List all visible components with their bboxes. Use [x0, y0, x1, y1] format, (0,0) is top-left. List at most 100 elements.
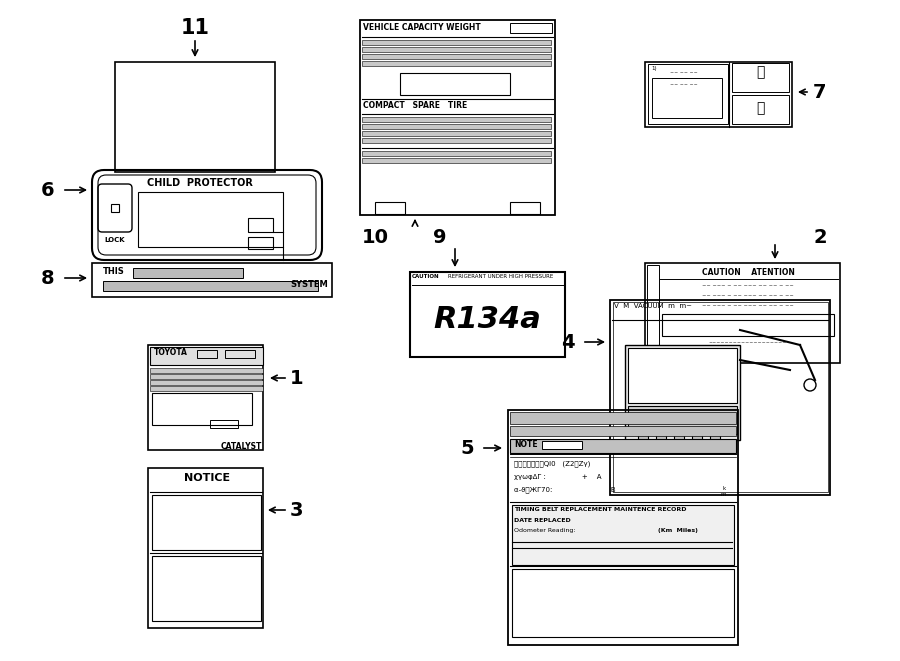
Text: LOCK: LOCK: [104, 237, 125, 243]
Text: 7: 7: [814, 83, 827, 102]
Text: NOTE: NOTE: [514, 440, 537, 449]
Text: 6: 6: [41, 180, 55, 200]
Text: 1): 1): [651, 66, 657, 71]
Bar: [362, 61, 551, 66]
Bar: [510, 23, 552, 33]
Text: 5: 5: [460, 438, 473, 457]
Bar: [510, 426, 736, 436]
Text: NOTICE: NOTICE: [184, 473, 230, 483]
Text: V  M  VACUUM  m  m~: V M VACUUM m m~: [614, 303, 692, 309]
Bar: [197, 350, 217, 358]
Text: 10: 10: [362, 228, 389, 247]
Bar: [625, 345, 740, 440]
Text: 🪑: 🪑: [756, 101, 764, 115]
Text: α-ϑ・ЖΓ70:                          B: α-ϑ・ЖΓ70: B: [514, 486, 616, 492]
Bar: [375, 202, 405, 214]
Text: ~~ ~~~ ~ ~~ ~~~ ~~ ~~ ~ ~~: ~~ ~~~ ~ ~~ ~~~ ~~ ~~ ~ ~~: [702, 293, 794, 298]
Bar: [362, 47, 551, 52]
Text: TOYOTA: TOYOTA: [154, 348, 188, 357]
Bar: [362, 54, 551, 59]
Bar: [710, 432, 720, 447]
Bar: [645, 62, 792, 127]
Bar: [152, 495, 261, 550]
Bar: [150, 380, 263, 385]
Bar: [362, 138, 551, 143]
Bar: [610, 300, 830, 495]
Bar: [248, 237, 273, 249]
Bar: [362, 124, 551, 129]
Text: m: m: [721, 492, 726, 497]
Bar: [138, 192, 283, 247]
Text: 2: 2: [814, 228, 827, 247]
Text: Odometer Reading:: Odometer Reading:: [514, 528, 575, 533]
Text: (Km  Miles): (Km Miles): [658, 528, 698, 533]
Bar: [362, 151, 551, 156]
Text: REFRIGERANT UNDER HIGH PRESSURE: REFRIGERANT UNDER HIGH PRESSURE: [448, 274, 554, 279]
Bar: [362, 40, 551, 45]
Bar: [225, 350, 255, 358]
Bar: [510, 439, 736, 453]
Bar: [628, 406, 737, 434]
Text: ~~ ~~ ~~: ~~ ~~ ~~: [670, 76, 698, 81]
Bar: [152, 393, 252, 425]
Text: SYSTEM: SYSTEM: [290, 280, 328, 289]
Text: THIS: THIS: [103, 267, 125, 276]
Text: k: k: [723, 486, 726, 491]
Bar: [510, 202, 540, 214]
Bar: [362, 131, 551, 136]
Bar: [410, 272, 565, 357]
Text: ~~ ~~~ ~ ~~ ~~~ ~~ ~~ ~ ~~: ~~ ~~~ ~ ~~ ~~~ ~~ ~~ ~ ~~: [702, 303, 794, 308]
Bar: [645, 263, 840, 363]
Bar: [148, 468, 263, 628]
Text: ~~ ~~ ~~: ~~ ~~ ~~: [670, 70, 698, 75]
Bar: [103, 281, 318, 291]
Bar: [510, 412, 736, 424]
Bar: [115, 62, 275, 172]
Bar: [628, 348, 737, 403]
Text: ~~ ~~ ~~: ~~ ~~ ~~: [670, 82, 698, 87]
Bar: [152, 556, 261, 621]
Text: COMPACT   SPARE   TIRE: COMPACT SPARE TIRE: [363, 101, 467, 110]
Bar: [133, 268, 243, 278]
Bar: [652, 78, 722, 118]
Text: 9: 9: [433, 228, 446, 247]
Text: CHILD  PROTECTOR: CHILD PROTECTOR: [147, 178, 253, 188]
Text: TIMING BELT REPLACEMENT MAINTENCE RECORD: TIMING BELT REPLACEMENT MAINTENCE RECORD: [514, 507, 687, 512]
Bar: [732, 95, 789, 124]
Bar: [362, 117, 551, 122]
Bar: [512, 505, 734, 565]
Bar: [400, 73, 510, 95]
Bar: [210, 420, 238, 428]
Text: R134a: R134a: [433, 305, 541, 334]
Text: VEHICLE CAPACITY WEIGHT: VEHICLE CAPACITY WEIGHT: [363, 23, 481, 32]
Text: タイミングベルQl0   (Z2・Zγ): タイミングベルQl0 (Z2・Zγ): [514, 460, 590, 467]
Bar: [674, 432, 684, 447]
Text: 3: 3: [290, 500, 303, 520]
Text: CAUTION    ATENTION: CAUTION ATENTION: [702, 268, 795, 277]
Bar: [542, 441, 582, 449]
Bar: [647, 265, 659, 361]
Bar: [362, 158, 551, 163]
Bar: [613, 302, 828, 492]
Text: 11: 11: [181, 18, 210, 38]
Text: ~~~~~~~~~~~~~~~~~~~: ~~~~~~~~~~~~~~~~~~~: [709, 340, 788, 345]
Bar: [692, 432, 702, 447]
Bar: [360, 20, 555, 215]
Text: χγωφΔΓ :                +    A: χγωφΔΓ : + A: [514, 474, 601, 480]
Bar: [111, 204, 119, 212]
Bar: [662, 314, 834, 336]
Bar: [508, 410, 738, 645]
Text: CATALYST: CATALYST: [220, 442, 262, 451]
Bar: [150, 386, 263, 391]
Bar: [248, 218, 273, 232]
Text: 8: 8: [41, 268, 55, 288]
Bar: [150, 368, 263, 373]
Text: 🪑: 🪑: [756, 65, 764, 79]
Bar: [512, 569, 734, 637]
Bar: [150, 347, 263, 365]
Bar: [732, 63, 789, 92]
Text: 1: 1: [290, 368, 303, 387]
Text: CAUTION: CAUTION: [412, 274, 439, 279]
Bar: [648, 64, 728, 124]
Bar: [638, 432, 648, 447]
